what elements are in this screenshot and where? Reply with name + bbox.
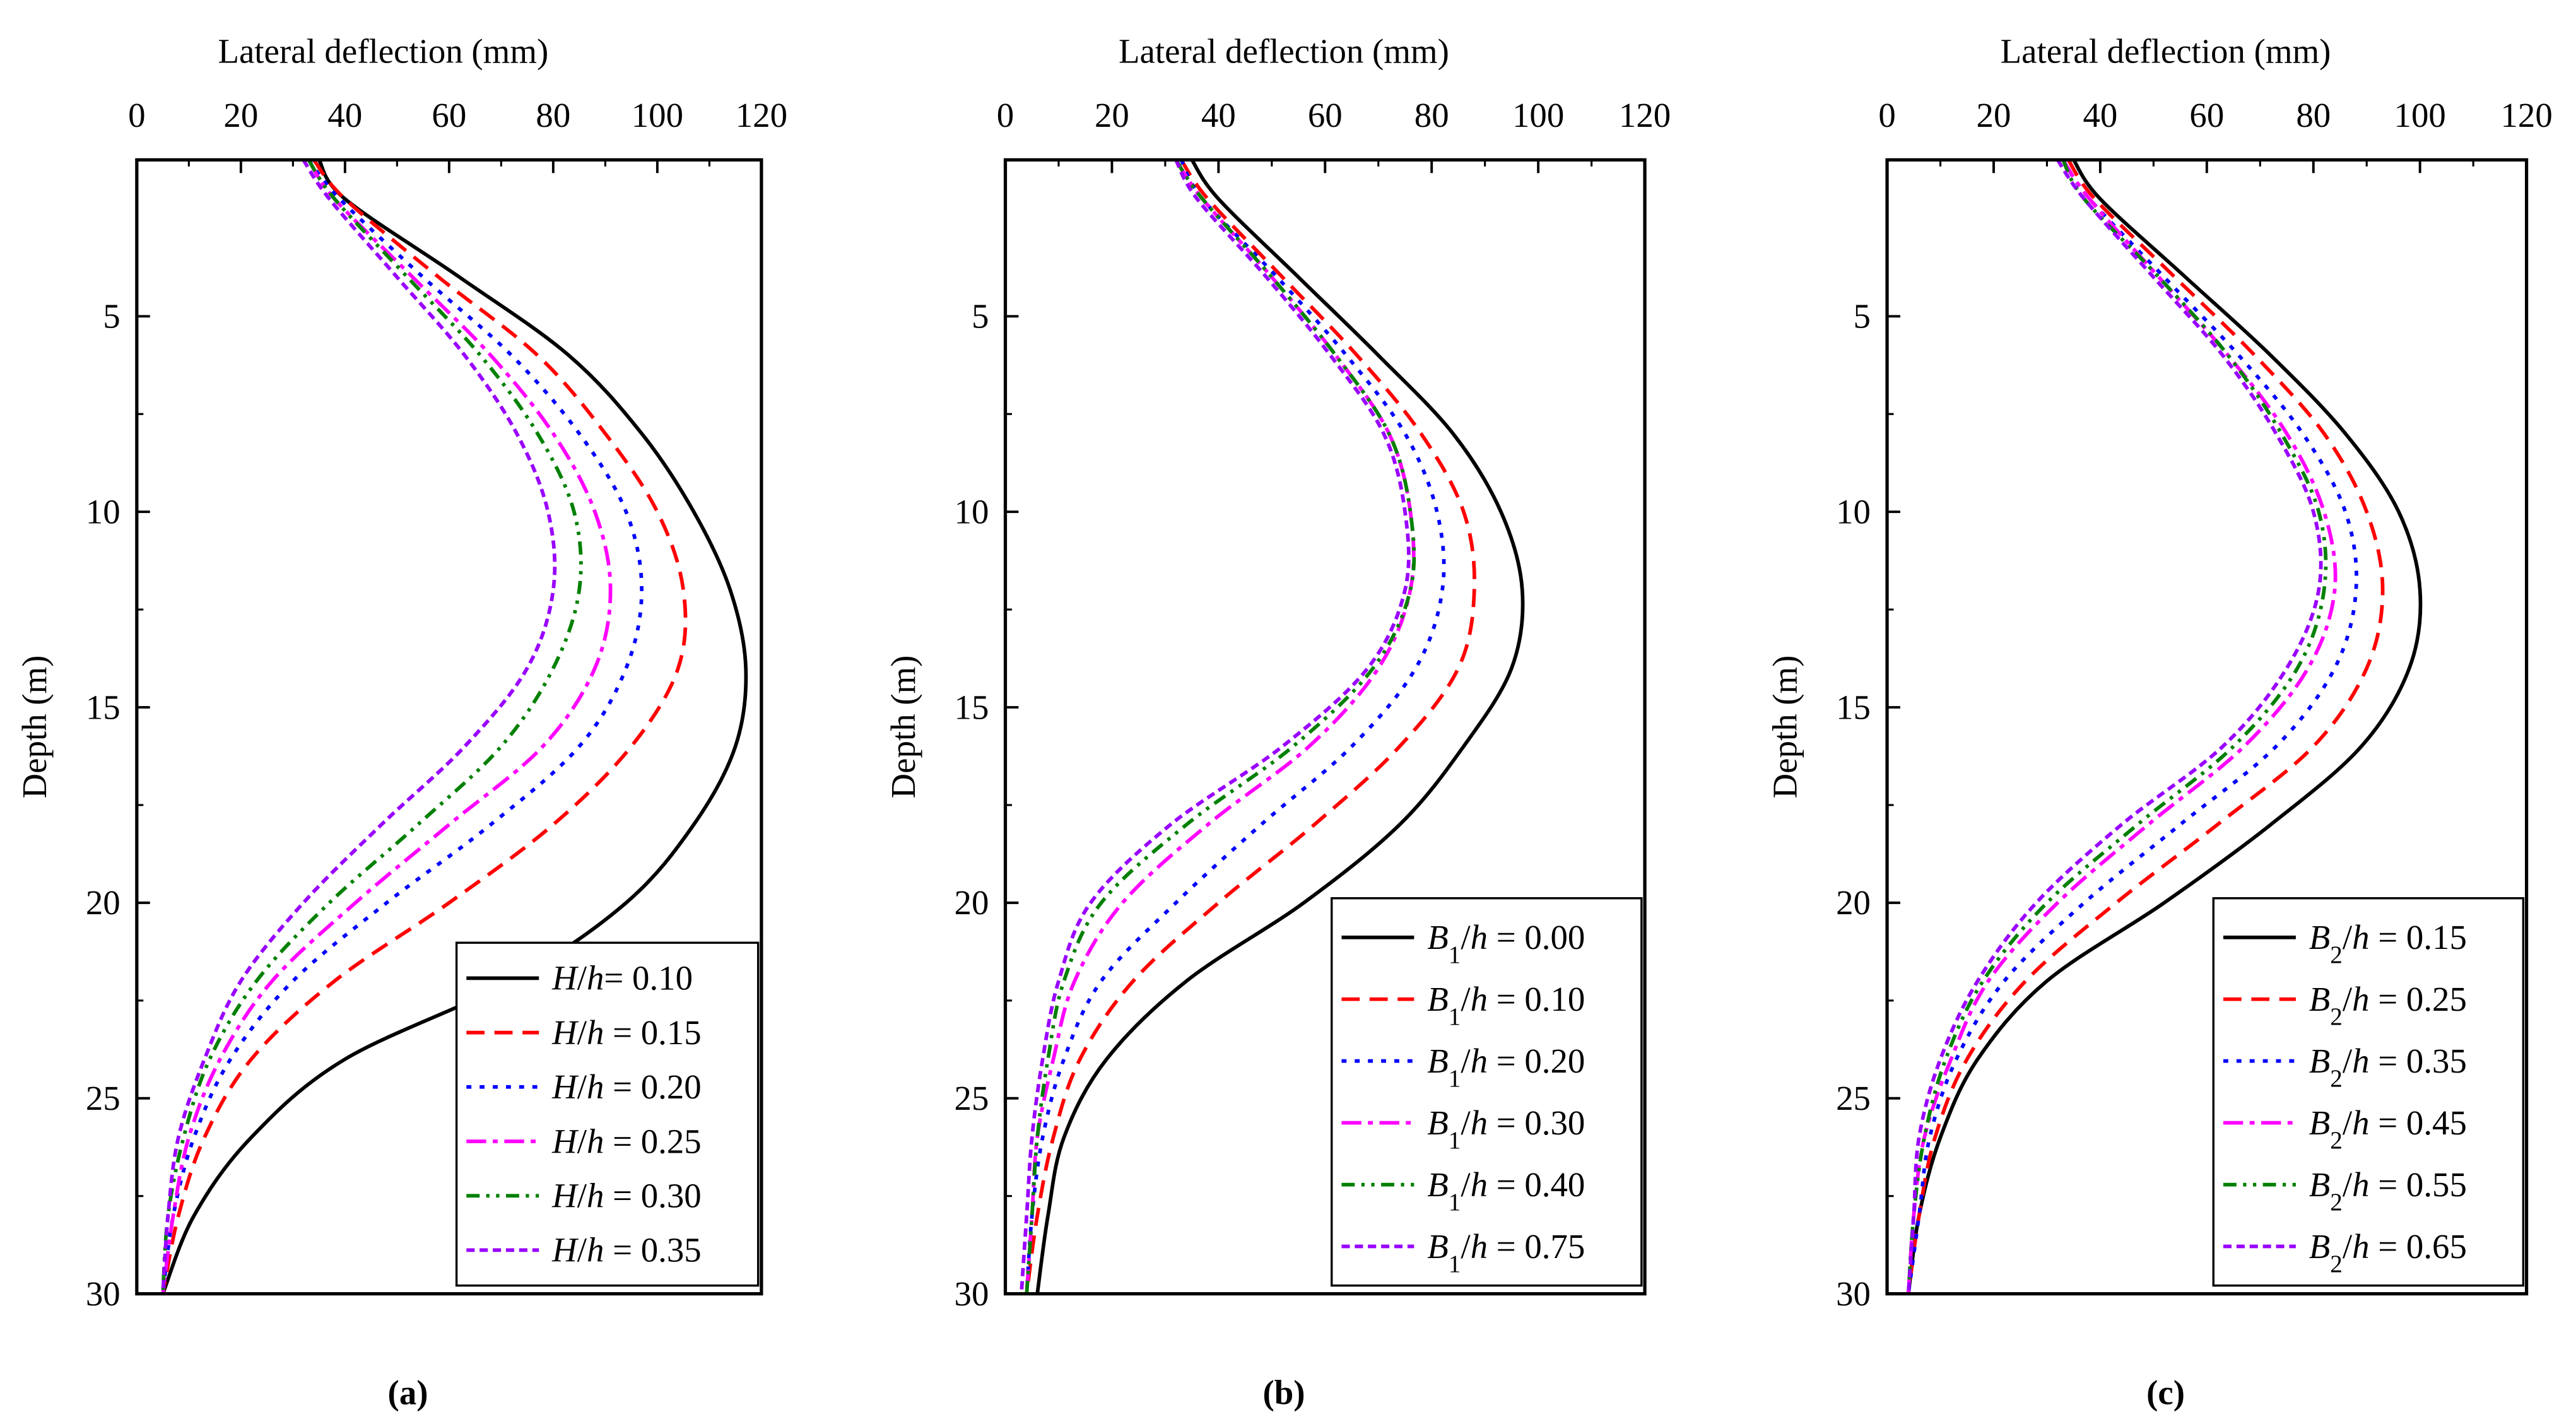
y-tick-label: 25 (955, 1079, 989, 1117)
legend-box (1331, 897, 1643, 1287)
legend-label: B1/h = 0.30 (1427, 1103, 1585, 1154)
legend-label: B1/h = 0.00 (1427, 918, 1585, 968)
legend-label: H/h = 0.25 (551, 1122, 702, 1160)
series-line (1906, 160, 2385, 1294)
series-line (1906, 160, 2323, 1294)
legend-label: B2/h = 0.25 (2309, 980, 2467, 1030)
y-tick-label: 15 (86, 688, 121, 726)
y-tick-label: 5 (103, 297, 120, 336)
x-tick-label: 0 (128, 96, 145, 134)
legend-label: H/h = 0.30 (551, 1176, 702, 1215)
x-tick-label: 40 (1201, 96, 1236, 134)
legend-label: B2/h = 0.65 (2309, 1227, 2467, 1278)
legend-label: B2/h = 0.45 (2309, 1103, 2467, 1154)
y-tick-label: 25 (86, 1079, 121, 1117)
y-tick-label: 5 (972, 297, 989, 336)
y-tick-label: 20 (1836, 883, 1871, 922)
panel: 0 20 40 60 80 100 120 5 10 15 20 25 30 Lateral deflec… (1765, 32, 2552, 1411)
series-line (161, 160, 644, 1294)
x-tick-label: 0 (997, 96, 1014, 134)
x-tick-label: 20 (1095, 96, 1129, 134)
y-axis-label: Depth (m) (15, 656, 54, 799)
series-line (161, 160, 557, 1294)
x-tick-label: 120 (2500, 96, 2552, 134)
x-axis-label: Lateral deflection (mm) (218, 32, 548, 70)
x-tick-label: 80 (2296, 96, 2331, 134)
y-tick-label: 30 (86, 1274, 121, 1313)
x-tick-label: 120 (736, 96, 787, 134)
x-tick-label: 40 (2083, 96, 2117, 134)
legend-label: B1/h = 0.40 (1427, 1165, 1585, 1216)
y-tick-label: 10 (86, 492, 121, 531)
legend-label: H/h= 0.10 (551, 959, 693, 997)
panel-label: (c) (2146, 1374, 2185, 1412)
y-tick-label: 30 (955, 1274, 989, 1313)
panel-label: (a) (388, 1374, 428, 1412)
legend-label: H/h = 0.15 (551, 1013, 702, 1052)
y-tick-label: 10 (1836, 492, 1871, 531)
x-tick-label: 40 (327, 96, 362, 134)
legend-label: B1/h = 0.10 (1427, 980, 1585, 1030)
series-line (161, 160, 583, 1294)
x-tick-label: 80 (536, 96, 570, 134)
x-tick-label: 60 (1308, 96, 1343, 134)
y-axis-label: Depth (m) (1765, 656, 1804, 799)
y-axis-label: Depth (m) (884, 656, 922, 799)
y-tick-label: 20 (86, 883, 121, 922)
y-tick-label: 5 (1854, 297, 1871, 336)
series-line (1025, 160, 1416, 1294)
panel: 0 20 40 60 80 100 120 5 10 15 20 25 30 Lateral deflec… (884, 32, 1671, 1411)
legend-label: B2/h = 0.15 (2309, 918, 2467, 968)
x-tick-label: 100 (632, 96, 683, 134)
x-tick-label: 120 (1619, 96, 1671, 134)
y-tick-label: 15 (1836, 688, 1871, 726)
panel-label: (b) (1262, 1374, 1305, 1412)
x-tick-label: 100 (2394, 96, 2446, 134)
series-line (1906, 160, 2338, 1294)
x-tick-label: 60 (432, 96, 466, 134)
y-tick-label: 10 (955, 492, 989, 531)
x-axis-label: Lateral deflection (mm) (2001, 32, 2331, 70)
legend-box (455, 941, 760, 1287)
x-tick-label: 0 (1878, 96, 1895, 134)
series-line (1025, 160, 1476, 1294)
x-tick-label: 20 (223, 96, 258, 134)
legend-label: B2/h = 0.55 (2309, 1165, 2467, 1216)
legend-label: B2/h = 0.35 (2309, 1042, 2467, 1092)
series-line (161, 160, 688, 1294)
series-line (1035, 160, 1525, 1294)
legend-label: H/h = 0.20 (551, 1068, 702, 1106)
y-tick-label: 20 (955, 883, 989, 922)
y-tick-label: 25 (1836, 1079, 1871, 1117)
x-tick-label: 60 (2189, 96, 2224, 134)
legend-box (2212, 897, 2525, 1287)
legend-label: B1/h = 0.20 (1427, 1042, 1585, 1092)
x-tick-label: 100 (1512, 96, 1564, 134)
series-line (1906, 160, 2328, 1294)
series-line (1906, 160, 2423, 1294)
series-line (1019, 160, 1411, 1294)
series-line (161, 160, 748, 1294)
legend-label: B1/h = 0.75 (1427, 1227, 1585, 1278)
legend-label: H/h = 0.35 (551, 1231, 702, 1269)
y-tick-label: 30 (1836, 1274, 1871, 1313)
x-tick-label: 80 (1414, 96, 1449, 134)
x-axis-label: Lateral deflection (mm) (1119, 32, 1449, 70)
series-line (1906, 160, 2358, 1294)
series-line (1025, 160, 1416, 1294)
panel: 0 20 40 60 80 100 120 5 10 15 20 25 30 Lateral deflec… (15, 32, 787, 1411)
y-tick-label: 15 (955, 688, 989, 726)
x-tick-label: 20 (1977, 96, 2011, 134)
